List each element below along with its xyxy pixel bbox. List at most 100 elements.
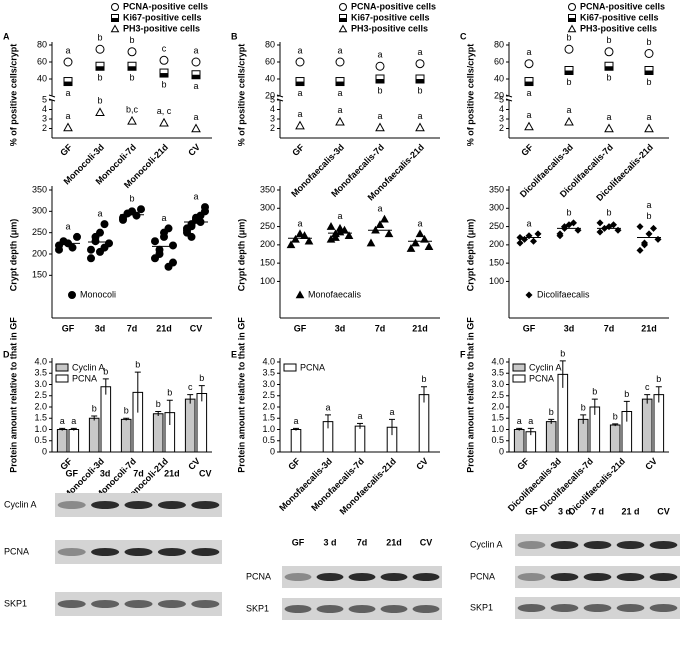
significance-letter: a xyxy=(297,88,302,98)
significance-letter: b xyxy=(129,35,134,45)
y-tick-label: 0 xyxy=(499,446,504,456)
marker xyxy=(137,205,145,214)
marker xyxy=(604,61,614,71)
blot-band xyxy=(284,573,312,581)
marker-shape xyxy=(339,18,347,22)
blot-band xyxy=(124,600,153,608)
lane-label: GF xyxy=(65,468,78,478)
blot-band xyxy=(583,573,612,581)
marker xyxy=(596,228,604,236)
marker xyxy=(335,77,345,87)
marker-shape xyxy=(119,215,127,224)
x-tick-label: GF xyxy=(286,456,302,472)
significance-letter: a xyxy=(377,204,382,214)
marker-shape xyxy=(336,81,344,86)
marker xyxy=(127,61,137,71)
marker xyxy=(95,61,105,71)
marker xyxy=(534,230,542,238)
x-tick-label: 7d xyxy=(604,323,615,333)
marker xyxy=(339,14,347,22)
blot-band xyxy=(517,604,546,612)
lane-label: 3d xyxy=(100,468,111,478)
significance-letter: a xyxy=(65,221,70,231)
blot-band xyxy=(380,573,408,581)
marker-shape xyxy=(641,239,648,247)
blot-band xyxy=(348,605,376,613)
marker xyxy=(420,234,429,243)
x-tick-label: GF xyxy=(523,323,536,333)
significance-letter: a xyxy=(646,200,651,210)
significance-letter: a xyxy=(357,411,362,421)
y-tick-label: 80 xyxy=(265,39,275,49)
marker xyxy=(568,14,576,22)
blot-band xyxy=(284,605,312,613)
y-axis-label: Crypt depth (μm) xyxy=(8,219,18,292)
legend-label: Dicolifaecalis xyxy=(537,289,590,299)
error-bar xyxy=(548,418,555,424)
blot-band xyxy=(316,573,344,581)
significance-letter: b xyxy=(199,373,204,383)
y-tick-label: 150 xyxy=(489,258,504,268)
y-tick-label: 2 xyxy=(270,123,275,133)
bar xyxy=(152,413,164,453)
marker-shape xyxy=(132,211,141,220)
marker-shape xyxy=(636,246,644,254)
significance-letter: b xyxy=(129,73,134,83)
significance-letter: a xyxy=(646,112,651,122)
y-tick-label: 80 xyxy=(37,39,47,49)
lane-label: 3 d xyxy=(323,537,336,547)
significance-letter: c xyxy=(162,44,167,54)
marker xyxy=(415,122,425,132)
significance-letter: b xyxy=(613,411,618,421)
error-bar xyxy=(655,386,662,403)
blot-row-label: Cyclin A xyxy=(470,539,503,549)
lane-label: 7d xyxy=(357,537,368,547)
y-tick-label: 2.5 xyxy=(491,390,504,400)
marker-shape xyxy=(151,237,159,246)
significance-letter: b xyxy=(97,73,102,83)
y-tick-label: 200 xyxy=(260,239,275,249)
significance-letter: b xyxy=(135,360,140,370)
marker-shape xyxy=(525,291,533,299)
blot-band xyxy=(649,573,678,581)
marker-shape xyxy=(155,250,164,258)
marker-shape xyxy=(411,238,420,247)
marker xyxy=(87,245,95,254)
marker-shape xyxy=(568,18,576,22)
marker xyxy=(164,224,173,233)
panel-label: F xyxy=(460,349,466,359)
marker-shape xyxy=(415,122,425,132)
marker-shape xyxy=(380,214,389,223)
y-tick-label: 350 xyxy=(489,184,504,194)
significance-letter: b xyxy=(646,37,651,47)
bar xyxy=(88,417,100,453)
marker-shape xyxy=(159,55,169,65)
marker xyxy=(87,254,95,263)
marker-shape xyxy=(68,243,77,252)
significance-letter: a xyxy=(293,416,298,426)
legend-label: PCNA xyxy=(529,373,554,383)
significance-letter: a xyxy=(161,213,166,223)
panel-label: C xyxy=(460,31,467,41)
marker xyxy=(132,211,141,220)
marker xyxy=(604,123,614,133)
marker-shape xyxy=(164,262,173,271)
marker-shape xyxy=(570,219,577,227)
x-tick-label: CV xyxy=(190,323,203,333)
marker xyxy=(68,243,77,252)
significance-letter: a xyxy=(417,218,422,228)
significance-letter: a xyxy=(193,112,198,122)
marker-shape xyxy=(596,228,604,236)
marker-shape xyxy=(424,242,434,250)
blot-band xyxy=(616,604,645,612)
significance-letter: b xyxy=(606,73,611,83)
significance-letter: a xyxy=(389,407,394,417)
y-tick-label: 3 xyxy=(42,113,47,123)
y-tick-label: 1.5 xyxy=(262,413,275,423)
significance-letter: a xyxy=(606,112,611,122)
error-bar xyxy=(516,427,523,431)
legend-label: PCNA-positive cells xyxy=(351,1,436,11)
blot-row-label: SKP1 xyxy=(470,602,493,612)
y-tick-label: 20 xyxy=(494,90,504,100)
legend-label: PCNA-positive cells xyxy=(123,1,208,11)
